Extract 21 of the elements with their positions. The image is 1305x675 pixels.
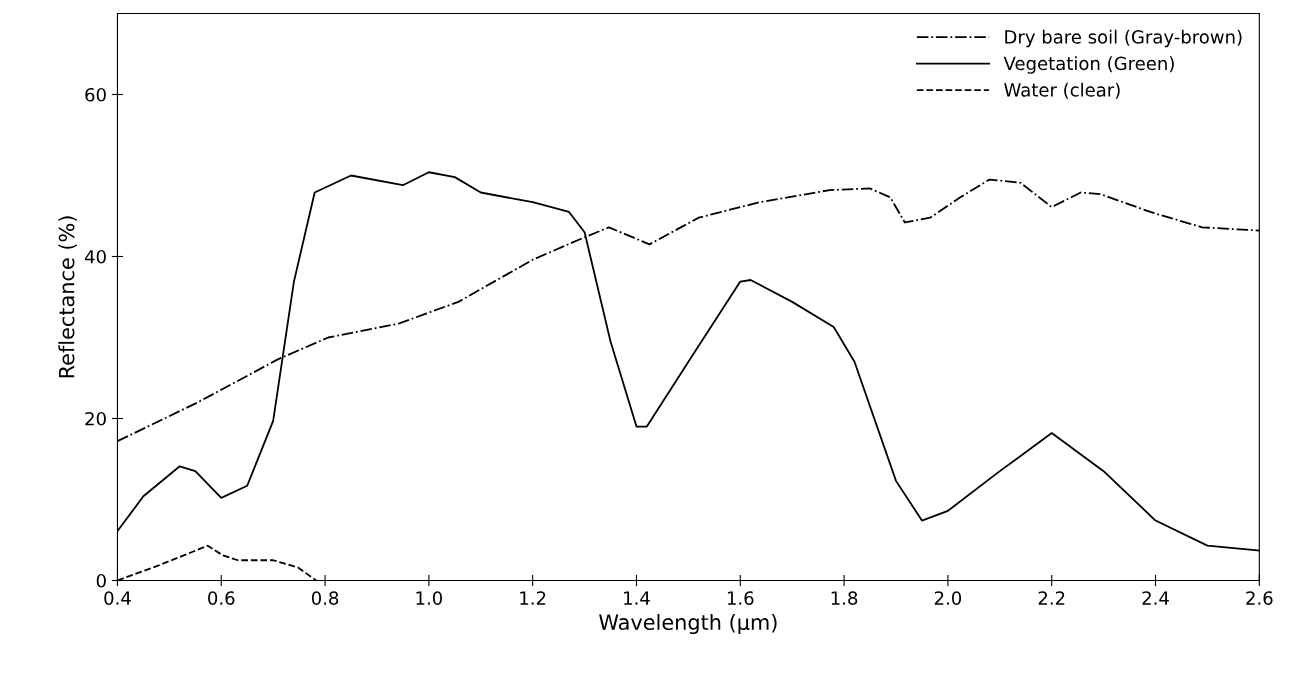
y-tick-label: 60 xyxy=(85,87,106,102)
x-tick-label: 2.4 xyxy=(1142,591,1169,605)
legend-label: Dry bare soil (Gray-brown) xyxy=(1005,29,1242,48)
y-tick-label: 40 xyxy=(84,249,106,264)
x-tick-label: 0.6 xyxy=(208,591,235,605)
x-tick-label: 1.0 xyxy=(416,591,443,605)
x-tick-label: 2.0 xyxy=(934,591,962,605)
x-tick-label: 1.8 xyxy=(831,591,858,605)
x-tick-label: 1.2 xyxy=(520,591,546,605)
legend-label: Water (clear) xyxy=(1004,82,1120,99)
x-tick-label: 1.6 xyxy=(727,591,754,605)
x-tick-label: 0.4 xyxy=(104,591,131,605)
y-axis-title: Reflectance (%) xyxy=(58,216,77,378)
y-tick-label: 20 xyxy=(85,411,106,426)
y-tick-label: 0 xyxy=(96,573,106,588)
x-axis-title: Wavelength (μm) xyxy=(599,613,777,635)
x-tick-label: 2.2 xyxy=(1038,591,1065,605)
x-tick-label: 0.8 xyxy=(311,591,339,605)
legend-label: Vegetation (Green) xyxy=(1003,56,1174,74)
x-tick-label: 1.4 xyxy=(624,591,650,605)
x-tick-label: 2.6 xyxy=(1246,591,1273,605)
